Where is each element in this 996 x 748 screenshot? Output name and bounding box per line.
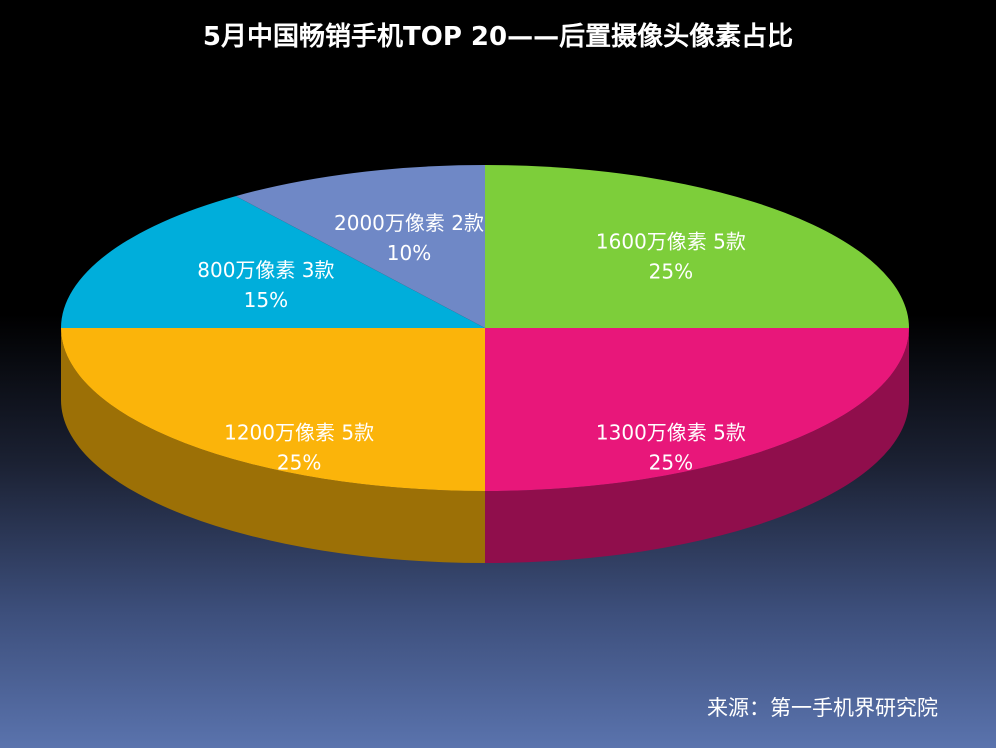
pie-slice-0 xyxy=(485,165,909,328)
pie-slice-side-1 xyxy=(485,328,909,563)
pie-slice-1 xyxy=(485,328,909,491)
slice-pct-4: 10% xyxy=(387,241,431,265)
pie-slice-side-2 xyxy=(61,328,485,563)
slice-pct-0: 25% xyxy=(649,260,693,284)
slice-label-2: 1200万像素 5款 xyxy=(224,420,374,444)
slice-pct-1: 25% xyxy=(649,450,693,474)
slice-label-4: 2000万像素 2款 xyxy=(334,211,484,235)
chart-title: 5月中国畅销手机TOP 20——后置摄像头像素占比 xyxy=(202,22,794,52)
slice-label-0: 1600万像素 5款 xyxy=(596,230,746,254)
slice-pct-3: 15% xyxy=(244,288,288,312)
pie-slice-3 xyxy=(61,196,485,328)
slice-label-1: 1300万像素 5款 xyxy=(596,420,746,444)
slice-label-3: 800万像素 3款 xyxy=(197,258,334,282)
pie-slice-4 xyxy=(235,165,485,328)
source-note: 来源：第一手机界研究院 xyxy=(707,696,938,720)
pie-slice-2 xyxy=(61,328,485,491)
slice-pct-2: 25% xyxy=(277,450,321,474)
